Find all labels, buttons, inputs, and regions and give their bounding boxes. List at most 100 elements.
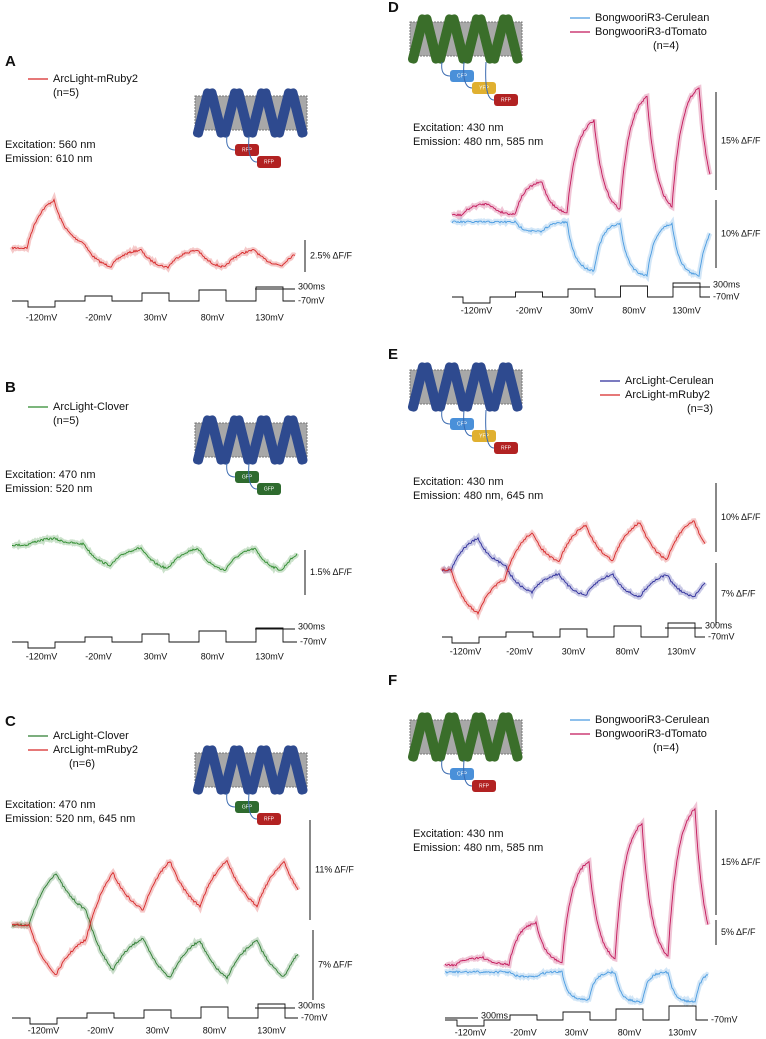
- fluorophore-label: RFP: [264, 816, 275, 822]
- step-label: -20mV: [85, 312, 112, 322]
- fluorophore: [257, 156, 281, 168]
- helix: [421, 712, 442, 762]
- helix: [434, 14, 456, 64]
- helix: [475, 362, 496, 412]
- helix: [273, 745, 295, 795]
- helix: [421, 14, 442, 64]
- fluorophore: [235, 801, 259, 813]
- panel: F BongwooriR3-Cerulean BongwooriR3-dTomato…: [388, 672, 761, 1037]
- sample-size: (n=4): [653, 742, 679, 754]
- linker: [485, 409, 495, 449]
- linker: [441, 409, 451, 425]
- linker: [463, 61, 473, 89]
- step-label: -120mV: [461, 305, 493, 315]
- time-label: 300ms: [713, 279, 741, 289]
- time-label: 300ms: [481, 1010, 509, 1020]
- step-label: 80mV: [201, 312, 225, 322]
- panel-label: B: [5, 379, 16, 396]
- scale-label: 15% ΔF/F: [721, 857, 761, 867]
- linker: [485, 61, 495, 101]
- fluorophore-label: RFP: [264, 159, 275, 165]
- fluorophore-label: RFP: [242, 147, 253, 153]
- voltage-protocol: [12, 627, 297, 649]
- step-label: -120mV: [450, 646, 482, 656]
- linker: [441, 759, 451, 775]
- panel: D BongwooriR3-Cerulean BongwooriR3-dTomato…: [388, 0, 761, 315]
- time-label: 300ms: [298, 621, 326, 631]
- excitation: Excitation: 470 nm: [5, 469, 96, 481]
- holding-potential: -70mV: [300, 636, 327, 646]
- helix: [219, 88, 241, 138]
- fluorophore: [472, 82, 496, 94]
- step-label: -120mV: [455, 1027, 487, 1037]
- scale-label: 7% ΔF/F: [721, 588, 756, 598]
- voltage-protocol: [12, 286, 295, 308]
- step-label: -20mV: [87, 1025, 114, 1035]
- step-label: 30mV: [144, 312, 168, 322]
- trace-band: [10, 870, 300, 985]
- sample-size: (n=3): [687, 403, 713, 415]
- fluorophore-label: CFP: [457, 73, 468, 79]
- helix: [192, 415, 214, 465]
- helix: [206, 415, 227, 465]
- trace: [11, 873, 299, 980]
- linker: [248, 135, 258, 163]
- scale-label: 2.5% ΔF/F: [310, 250, 353, 260]
- fluorophore-label: CFP: [457, 421, 468, 427]
- holding-potential: -70mV: [298, 295, 325, 305]
- step-label: 80mV: [622, 305, 646, 315]
- panel: A ArcLight-mRuby2 (n=5) Excitation: 560 nm E…: [5, 53, 353, 322]
- step-label: 130mV: [257, 1025, 286, 1035]
- helix: [246, 745, 268, 795]
- step-label: 30mV: [565, 1027, 589, 1037]
- excitation: Excitation: 560 nm: [5, 139, 96, 151]
- fluorophore: [235, 144, 259, 156]
- linker: [463, 759, 473, 787]
- step-label: 130mV: [668, 1027, 697, 1037]
- helix: [448, 712, 469, 762]
- helix: [448, 362, 469, 412]
- trace-band: [449, 216, 713, 283]
- helix: [407, 14, 429, 64]
- emission: Emission: 480 nm, 645 nm: [413, 490, 543, 502]
- trace: [444, 970, 709, 1004]
- fluorophore: [450, 418, 474, 430]
- fluorophore: [472, 780, 496, 792]
- helix: [260, 745, 281, 795]
- scale-label: 11% ΔF/F: [315, 864, 354, 874]
- panel: E ArcLight-Cerulean ArcLight-mRuby2 (n=3) Ex…: [388, 346, 761, 656]
- helix: [260, 415, 281, 465]
- fluorophore-label: GFP: [242, 804, 253, 810]
- linker: [226, 792, 236, 808]
- linker: [441, 61, 451, 77]
- helix: [488, 14, 510, 64]
- legend-label: BongwooriR3-Cerulean: [595, 714, 709, 726]
- voltage-protocol: [445, 1005, 708, 1027]
- sample-size: (n=4): [653, 40, 679, 52]
- fluorophore-label: RFP: [501, 445, 512, 451]
- step-label: 30mV: [146, 1025, 170, 1035]
- panel-label: D: [388, 0, 399, 16]
- panel-label: A: [5, 53, 16, 70]
- legend-label: BongwooriR3-Cerulean: [595, 12, 709, 24]
- fluorophore: [450, 768, 474, 780]
- step-label: -20mV: [516, 305, 543, 315]
- time-label: 300ms: [298, 281, 326, 291]
- helix: [206, 88, 227, 138]
- time-label: 300ms: [298, 1000, 326, 1010]
- helix: [246, 88, 268, 138]
- trace-band: [451, 84, 713, 221]
- step-label: 80mV: [616, 646, 640, 656]
- time-label: 300ms: [705, 620, 733, 630]
- helix: [461, 14, 483, 64]
- helix: [219, 745, 241, 795]
- helix: [488, 362, 510, 412]
- helix: [502, 14, 523, 64]
- step-label: 80mV: [618, 1027, 642, 1037]
- fluorophore-label: RFP: [501, 97, 512, 103]
- fluorophore-label: YFP: [479, 85, 489, 91]
- step-label: -120mV: [26, 312, 58, 322]
- emission: Emission: 520 nm, 645 nm: [5, 813, 135, 825]
- sample-size: (n=6): [69, 758, 95, 770]
- legend-label: ArcLight-mRuby2: [53, 73, 138, 85]
